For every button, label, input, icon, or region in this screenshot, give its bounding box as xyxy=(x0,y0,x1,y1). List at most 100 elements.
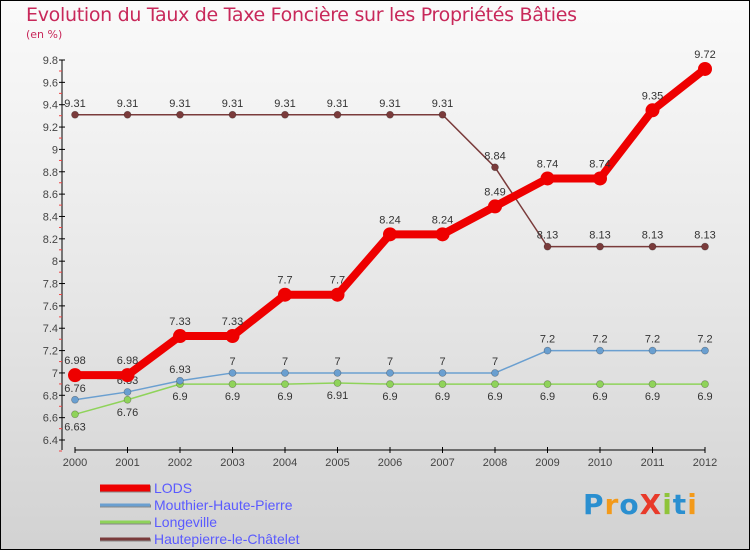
data-point xyxy=(648,242,657,251)
data-label: 8.13 xyxy=(642,230,663,242)
y-tick-label: 7.2 xyxy=(43,346,58,358)
data-point xyxy=(120,368,135,383)
x-tick-label: 2011 xyxy=(641,457,665,469)
logo-letter: r xyxy=(604,488,620,521)
x-tick-label: 2009 xyxy=(535,457,559,469)
y-tick-label: 8 xyxy=(52,256,58,268)
data-label: 6.9 xyxy=(225,391,240,403)
data-label: 7.7 xyxy=(330,275,345,287)
data-label: 9.31 xyxy=(64,98,85,110)
data-label: 6.76 xyxy=(64,383,85,395)
logo-letter: i xyxy=(687,488,698,521)
data-point xyxy=(68,368,82,383)
data-point xyxy=(386,110,394,119)
data-point xyxy=(123,388,132,396)
data-point xyxy=(228,380,237,388)
data-label: 7 xyxy=(282,356,288,368)
data-point xyxy=(491,163,499,172)
legend-label: LODS xyxy=(154,480,192,496)
data-point xyxy=(488,199,502,214)
data-point xyxy=(648,346,657,355)
data-label: 6.63 xyxy=(64,421,85,433)
data-label: 6.9 xyxy=(382,391,397,403)
data-point xyxy=(281,369,289,377)
y-tick-label: 7.6 xyxy=(43,301,58,313)
data-label: 7 xyxy=(492,356,498,368)
data-point xyxy=(701,242,709,251)
data-label: 8.74 xyxy=(589,158,610,170)
logo-letter: t xyxy=(672,488,688,521)
chart-subtitle: (en %) xyxy=(26,28,63,41)
x-tick-label: 2006 xyxy=(378,457,402,469)
x-tick-label: 2000 xyxy=(63,457,87,469)
y-tick-label: 6.8 xyxy=(43,390,58,402)
data-label: 8.84 xyxy=(484,150,505,162)
y-tick-label: 7.8 xyxy=(43,279,58,291)
data-point xyxy=(701,380,709,388)
data-point xyxy=(596,242,604,251)
data-label: 8.24 xyxy=(432,214,453,226)
y-tick-label: 9.8 xyxy=(43,55,58,67)
data-point xyxy=(71,110,79,119)
data-label: 9.31 xyxy=(117,98,138,110)
data-point xyxy=(71,395,79,404)
chart-title: Evolution du Taux de Taxe Foncière sur l… xyxy=(26,4,577,26)
data-point xyxy=(228,369,237,377)
y-tick-label: 7.4 xyxy=(43,323,58,335)
data-label: 6.98 xyxy=(64,355,85,367)
data-label: 7 xyxy=(387,356,393,368)
legend-label: Mouthier-Haute-Pierre xyxy=(154,497,293,513)
data-label: 6.9 xyxy=(540,391,555,403)
data-label: 6.9 xyxy=(645,391,660,403)
legend-label: Longeville xyxy=(154,514,217,530)
data-point xyxy=(438,110,447,119)
data-label: 6.9 xyxy=(697,391,712,403)
data-point xyxy=(330,287,345,302)
data-label: 6.9 xyxy=(277,391,292,403)
y-tick-label: 8.4 xyxy=(43,211,58,223)
y-tick-label: 7 xyxy=(52,368,58,380)
legend-label: Hautepierre-le-Châtelet xyxy=(154,531,300,547)
data-label: 9.31 xyxy=(327,98,348,110)
data-point xyxy=(333,110,342,119)
data-point xyxy=(596,346,604,355)
data-label: 6.9 xyxy=(172,391,187,403)
logo-letter: X xyxy=(639,488,663,521)
x-tick-label: 2004 xyxy=(273,457,297,469)
x-tick-label: 2012 xyxy=(693,457,717,469)
data-point xyxy=(278,287,292,302)
data-point xyxy=(386,369,394,377)
data-point xyxy=(123,110,132,119)
data-point xyxy=(333,379,342,387)
data-point xyxy=(491,380,499,388)
data-label: 9.72 xyxy=(694,49,715,61)
data-point xyxy=(491,369,499,377)
data-label: 8.13 xyxy=(589,230,610,242)
data-label: 7 xyxy=(229,356,235,368)
logo-letter: P xyxy=(583,488,605,521)
data-point xyxy=(645,103,660,118)
data-label: 9.31 xyxy=(274,98,295,110)
proxiti-logo: ProXiti xyxy=(583,488,698,521)
data-point xyxy=(333,369,342,377)
data-label: 8.24 xyxy=(379,214,400,226)
data-label: 9.31 xyxy=(379,98,400,110)
series-line xyxy=(75,114,705,248)
y-tick-label: 9.6 xyxy=(43,77,58,89)
data-point xyxy=(543,346,552,355)
y-tick-label: 9.2 xyxy=(43,122,58,134)
logo-letter: o xyxy=(619,488,640,521)
data-point xyxy=(698,61,712,76)
data-label: 7.33 xyxy=(169,316,190,328)
data-label: 6.76 xyxy=(117,407,138,419)
x-tick-label: 2003 xyxy=(220,457,244,469)
data-label: 7.33 xyxy=(222,316,243,328)
data-label: 7.2 xyxy=(592,334,607,346)
data-point xyxy=(701,346,709,355)
data-label: 7.2 xyxy=(540,334,555,346)
data-label: 6.9 xyxy=(487,391,502,403)
data-label: 6.93 xyxy=(169,364,190,376)
data-point xyxy=(123,395,132,404)
